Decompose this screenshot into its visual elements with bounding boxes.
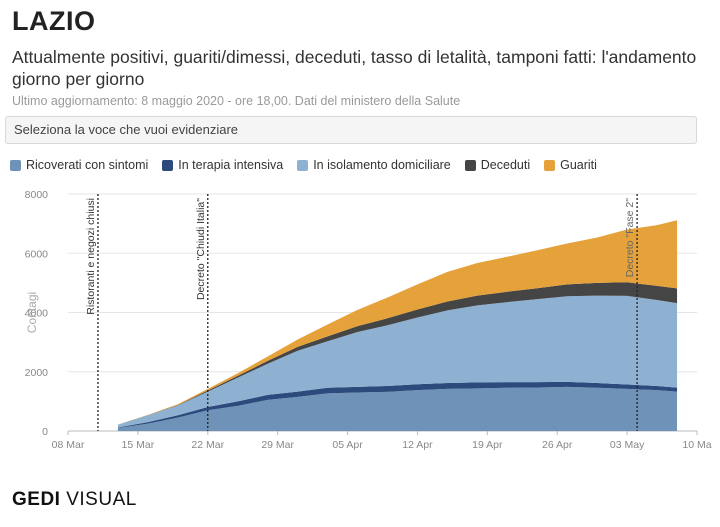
x-tick-9: 10 Ma [682, 439, 711, 451]
legend-item-2[interactable]: In isolamento domiciliare [297, 158, 451, 172]
area-series-4 [117, 220, 678, 425]
subtitle: Attualmente positivi, guariti/dimessi, d… [12, 47, 697, 89]
x-tick-5: 12 Apr [402, 439, 433, 451]
legend-swatch [297, 159, 309, 171]
legend-label: Guariti [560, 158, 597, 172]
x-tick-1: 15 Mar [122, 439, 155, 451]
legend-label: Deceduti [480, 158, 531, 172]
area-series-2 [117, 295, 678, 428]
legend-swatch [162, 159, 174, 171]
x-tick-8: 03 May [610, 439, 645, 451]
legend-item-3[interactable]: Deceduti [464, 158, 531, 172]
annotation-label-0: Ristoranti e negozi chiusi [85, 198, 97, 315]
x-tick-7: 26 Apr [542, 439, 573, 451]
y-tick-0: 0 [42, 426, 48, 438]
annotation-label-1: Decreto "Chiudi Italia" [195, 198, 207, 300]
annotation-label-2: Decreto "Fase 2" [624, 198, 636, 278]
x-tick-3: 29 Mar [261, 439, 294, 451]
stacked-area-chart: 0 2000 4000 6000 8000 08 Mar 15 Mar 22 Mar 29 Ma… [25, 189, 712, 451]
logo-light: VISUAL [66, 489, 137, 510]
area-series-0 [117, 386, 678, 431]
legend-swatch [544, 159, 556, 171]
chart-legend: Ricoverati con sintomi In terapia intensi… [10, 158, 611, 172]
update-note: Ultimo aggiornamento: 8 maggio 2020 - or… [12, 94, 461, 108]
y-axis-label: Contagi [25, 292, 39, 333]
legend-item-0[interactable]: Ricoverati con sintomi [10, 158, 148, 172]
x-tick-4: 05 Apr [332, 439, 363, 451]
logo-bold: GEDI [12, 489, 61, 510]
page-title: LAZIO [12, 6, 96, 36]
y-tick-8000: 8000 [25, 189, 49, 201]
legend-label: Ricoverati con sintomi [26, 158, 149, 172]
x-tick-6: 19 Apr [472, 439, 503, 451]
y-tick-4000: 4000 [25, 308, 49, 320]
gedi-visual-logo: GEDI VISUAL [12, 489, 137, 511]
y-tick-6000: 6000 [25, 248, 49, 260]
legend-swatch [10, 159, 21, 171]
legend-item-4[interactable]: Guariti [544, 158, 597, 172]
y-tick-2000: 2000 [25, 367, 49, 379]
legend-label: In terapia intensiva [178, 158, 284, 172]
x-tick-0: 08 Mar [52, 439, 85, 451]
legend-label: In isolamento domiciliare [313, 158, 451, 172]
legend-item-1[interactable]: In terapia intensiva [162, 158, 283, 172]
area-series-1 [117, 381, 678, 429]
series-selector[interactable]: Seleziona la voce che vuoi evidenziare [5, 116, 697, 144]
x-tick-2: 22 Mar [191, 439, 224, 451]
legend-swatch [464, 159, 476, 171]
